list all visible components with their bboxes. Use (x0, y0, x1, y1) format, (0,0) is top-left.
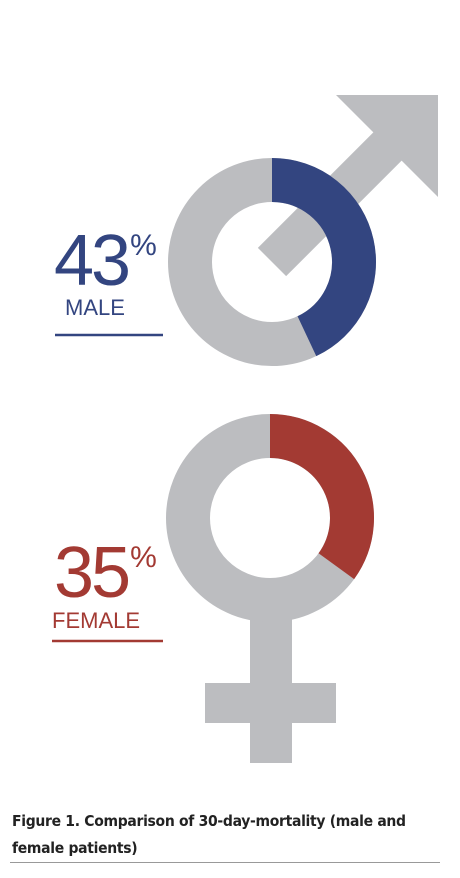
value-label: 43% (54, 221, 156, 301)
category-label: FEMALE (52, 608, 140, 633)
donut-segment (271, 158, 376, 357)
infographic: 43%MALE 35%FEMALE (52, 95, 438, 763)
category-label: MALE (65, 295, 125, 320)
caption: Figure 1. Comparison of 30-day-mortality… (12, 812, 406, 857)
female-cross-bar (205, 683, 336, 723)
male-arrow-head (336, 95, 438, 197)
value-label: 35% (54, 533, 156, 613)
caption-rule (10, 862, 440, 863)
donut-segment (269, 414, 374, 580)
